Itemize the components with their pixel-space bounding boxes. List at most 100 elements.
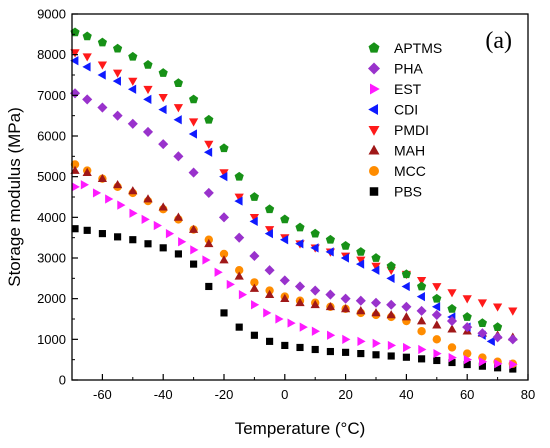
data-point-pha: [264, 265, 275, 276]
data-point-mah: [432, 320, 442, 329]
data-point-est: [129, 208, 138, 218]
data-point-pha: [142, 126, 154, 137]
data-point-est: [190, 245, 199, 255]
data-point-mah: [310, 299, 320, 309]
legend-label-pbs: PBS: [394, 184, 422, 200]
data-point-est: [418, 344, 427, 355]
data-point-pbs: [190, 260, 198, 268]
legend-item-pbs: PBS: [369, 184, 422, 200]
data-point-cdi: [325, 247, 334, 257]
data-point-pmdi: [432, 283, 442, 292]
data-point-pbs: [296, 343, 304, 352]
legend-marker-est: [370, 83, 380, 95]
data-point-pha: [234, 232, 245, 243]
data-point-pbs: [250, 331, 258, 339]
data-point-mah: [143, 194, 153, 203]
data-point-pbs: [448, 358, 456, 367]
data-point-pbs: [266, 337, 274, 345]
data-point-pbs: [418, 355, 426, 363]
legend-marker-mcc: [369, 166, 379, 176]
data-point-cdi: [310, 243, 319, 253]
data-point-pbs: [159, 244, 167, 252]
data-point-cdi: [127, 84, 137, 94]
data-point-mah: [340, 304, 351, 313]
data-point-cdi: [143, 94, 152, 105]
data-point-aptms: [158, 68, 168, 77]
data-point-est: [327, 330, 336, 340]
series-mah: [70, 165, 518, 341]
data-point-pmdi: [371, 262, 381, 271]
data-point-cdi: [203, 147, 213, 157]
data-point-pbs: [71, 225, 79, 233]
data-point-cdi: [188, 129, 197, 139]
data-point-pbs: [174, 250, 182, 258]
data-point-pbs: [144, 240, 152, 248]
data-point-est: [238, 289, 248, 300]
data-point-pmdi: [416, 277, 427, 286]
legend-item-pha: PHA: [368, 61, 423, 77]
data-point-est: [141, 214, 150, 224]
data-point-pha: [188, 167, 199, 178]
data-point-mah: [356, 306, 366, 315]
data-point-mcc: [235, 266, 244, 275]
data-point-cdi: [279, 235, 289, 245]
data-point-pha: [325, 289, 336, 300]
data-point-aptms: [477, 318, 487, 327]
data-point-pbs: [129, 236, 137, 244]
data-point-est: [479, 357, 488, 367]
legend-label-pmdi: PMDI: [394, 122, 429, 138]
data-point-mah: [401, 312, 412, 321]
data-point-est: [357, 336, 366, 346]
data-point-est: [214, 267, 223, 277]
data-point-pha: [355, 295, 366, 306]
data-point-est: [117, 200, 126, 210]
data-point-est: [263, 308, 272, 318]
data-point-aptms: [341, 240, 351, 250]
data-point-mcc: [447, 343, 457, 352]
data-point-cdi: [386, 273, 395, 283]
data-point-mah: [204, 238, 214, 248]
data-point-pmdi: [508, 307, 518, 316]
data-point-pha: [477, 328, 488, 339]
data-point-mah: [325, 301, 336, 311]
data-point-pmdi: [70, 49, 80, 58]
data-point-aptms: [462, 312, 472, 321]
x-tick-label: 60: [460, 387, 474, 402]
data-point-cdi: [173, 115, 182, 125]
data-point-pha: [416, 305, 427, 316]
data-point-pmdi: [356, 256, 366, 265]
data-point-pbs: [494, 364, 502, 372]
data-point-est: [287, 318, 296, 328]
data-point-cdi: [416, 292, 425, 302]
data-point-pbs: [114, 233, 122, 241]
data-point-cdi: [158, 104, 167, 115]
data-point-pha: [462, 322, 473, 333]
data-point-cdi: [486, 336, 495, 346]
data-point-pmdi: [249, 213, 260, 223]
y-tick-label: 9000: [37, 7, 66, 22]
data-point-aptms: [219, 143, 229, 153]
y-tick-label: 1000: [37, 332, 66, 347]
x-tick-label: -60: [93, 387, 112, 402]
data-point-pha: [173, 151, 184, 162]
data-point-aptms: [493, 322, 503, 332]
data-point-mah: [295, 297, 305, 307]
data-point-cdi: [431, 302, 441, 312]
data-point-est: [178, 237, 187, 247]
data-point-aptms: [82, 31, 92, 41]
data-point-pbs: [342, 348, 350, 356]
data-point-pha: [446, 315, 458, 327]
y-tick-label: 4000: [37, 210, 66, 225]
data-point-est: [226, 279, 235, 290]
data-point-cdi: [219, 172, 228, 182]
data-point-aptms: [234, 171, 244, 181]
data-point-cdi: [112, 76, 121, 86]
data-point-aptms: [204, 114, 214, 124]
data-point-pha: [82, 94, 93, 105]
data-point-pmdi: [112, 69, 123, 78]
data-point-cdi: [234, 196, 243, 206]
data-point-mah: [70, 165, 80, 174]
data-point-mah: [158, 202, 168, 211]
data-point-pha: [112, 110, 123, 121]
data-point-pha: [97, 102, 108, 113]
